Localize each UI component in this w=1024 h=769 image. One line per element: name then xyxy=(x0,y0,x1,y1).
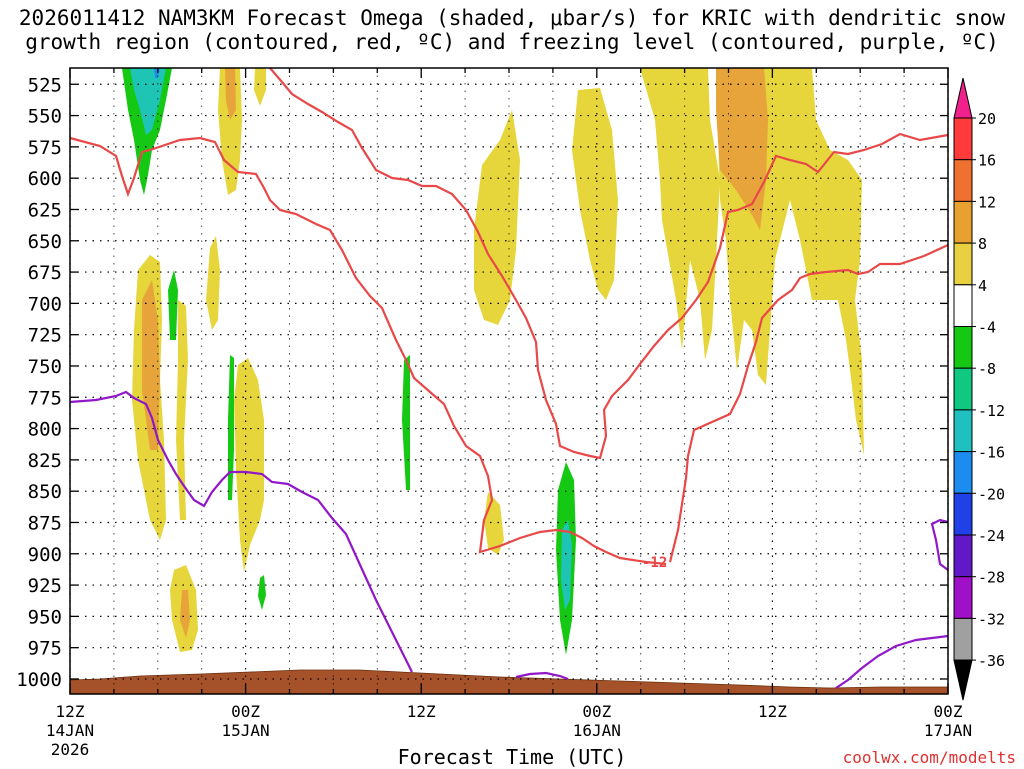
chart-title-line1: 2026011412 NAM3KM Forecast Omega (shaded… xyxy=(18,6,1006,30)
y-tick-label-925: 925 xyxy=(28,575,62,597)
y-tick-label-575: 575 xyxy=(28,137,62,159)
y-tick-label-825: 825 xyxy=(28,450,62,472)
omega-region-1 xyxy=(640,68,720,360)
colorbar-top-arrow xyxy=(953,77,973,119)
colorbar-label-10: -20 xyxy=(978,485,1005,503)
colorbar-label-13: -32 xyxy=(978,610,1005,628)
omega-region-3 xyxy=(716,68,768,230)
colorbar-label-12: -28 xyxy=(978,569,1005,587)
x-axis-label: Forecast Time (UTC) xyxy=(397,745,627,769)
colorbar-swatch-2 xyxy=(953,159,973,202)
colorbar-swatch-5 xyxy=(953,284,973,327)
colorbar-swatch-13 xyxy=(953,617,973,661)
omega-region-21 xyxy=(228,355,234,500)
omega-region-19 xyxy=(154,68,160,78)
omega-region-13 xyxy=(225,68,236,120)
colorbar-label-6: -4 xyxy=(978,319,996,337)
freezing-level-line-3 xyxy=(835,634,949,689)
x-date-label-0: 14JAN xyxy=(46,721,94,740)
contour-label: -12 xyxy=(642,555,667,571)
omega-region-22 xyxy=(258,575,266,610)
colorbar-swatch-8 xyxy=(953,409,973,453)
x-tick-label-48: 12Z xyxy=(758,702,787,721)
y-tick-label-750: 750 xyxy=(28,356,62,378)
y-tick-label-600: 600 xyxy=(28,168,62,190)
omega-region-5 xyxy=(474,110,520,325)
y-tick-label-850: 850 xyxy=(28,481,62,503)
omega-region-9 xyxy=(176,300,188,520)
colorbar-swatch-6 xyxy=(953,326,973,369)
colorbar-bottom-arrow xyxy=(953,659,973,701)
credit-text: coolwx.com/modelts xyxy=(842,748,1016,767)
colorbar: 20 16 12 8 4 -4 -8 -12 -16 -20 -24 -28 -32 -36 xyxy=(953,77,1005,701)
colorbar-label-4: 8 xyxy=(978,235,987,253)
freezing-level-line-2 xyxy=(515,671,569,681)
x-date-label-60: 17JAN xyxy=(924,721,972,740)
y-tick-label-1000: 1000 xyxy=(16,669,62,691)
y-tick-label-550: 550 xyxy=(28,106,62,128)
colorbar-swatch-10 xyxy=(953,492,973,536)
dgz-contour-line-3 xyxy=(668,244,949,563)
colorbar-swatch-12 xyxy=(953,576,973,619)
omega-region-10 xyxy=(206,236,220,330)
y-tick-label-725: 725 xyxy=(28,325,62,347)
axes: 525 550 575 600 625 650 675 700 725 750 775 800 825 8… xyxy=(16,67,972,759)
colorbar-swatch-1 xyxy=(953,117,973,161)
chart-title-line2: growth region (contoured, red, ºC) and f… xyxy=(25,30,999,54)
y-tick-label-900: 900 xyxy=(28,544,62,566)
omega-region-20 xyxy=(168,270,178,340)
omega-region-16 xyxy=(180,590,190,638)
colorbar-swatch-11 xyxy=(953,534,973,578)
x-tick-label-12: 00Z xyxy=(231,702,260,721)
omega-region-23 xyxy=(402,355,410,490)
colorbar-label-8: -12 xyxy=(978,402,1005,420)
colorbar-label-3: 12 xyxy=(978,193,996,211)
colorbar-label-7: -8 xyxy=(978,360,996,378)
x-year-label-0: 2026 xyxy=(51,740,90,759)
omega-region-14 xyxy=(254,68,266,106)
y-tick-label-800: 800 xyxy=(28,419,62,441)
colorbar-swatch-4 xyxy=(953,242,973,286)
colorbar-label-1: 20 xyxy=(978,110,996,128)
contour-layer: -12 xyxy=(69,67,949,689)
colorbar-label-14: -36 xyxy=(978,652,1005,670)
x-tick-label-60: 00Z xyxy=(934,702,963,721)
colorbar-label-5: 4 xyxy=(978,277,987,295)
y-tick-label-875: 875 xyxy=(28,512,62,534)
colorbar-label-11: -24 xyxy=(978,527,1005,545)
omega-shading-layer xyxy=(69,68,949,695)
omega-region-12 xyxy=(218,68,242,195)
y-tick-label-525: 525 xyxy=(28,74,62,96)
colorbar-swatch-7 xyxy=(953,367,973,411)
y-tick-label-950: 950 xyxy=(28,606,62,628)
x-date-label-12: 15JAN xyxy=(222,721,270,740)
x-tick-label-0: 12Z xyxy=(56,702,85,721)
omega-region-4 xyxy=(572,88,618,300)
y-tick-label-700: 700 xyxy=(28,293,62,315)
colorbar-label-2: 16 xyxy=(978,152,996,170)
x-tick-label-36: 00Z xyxy=(582,702,611,721)
dgz-contour-line-1 xyxy=(69,136,667,566)
y-tick-label-775: 775 xyxy=(28,387,62,409)
y-tick-label-675: 675 xyxy=(28,262,62,284)
omega-region-25 xyxy=(561,520,572,610)
colorbar-label-9: -16 xyxy=(978,444,1005,462)
colorbar-swatch-3 xyxy=(953,200,973,244)
omega-region-11 xyxy=(234,358,264,572)
freezing-level-line-4 xyxy=(930,518,949,571)
colorbar-swatch-9 xyxy=(953,451,973,494)
y-tick-label-650: 650 xyxy=(28,231,62,253)
x-date-label-36: 16JAN xyxy=(573,721,621,740)
freezing-level-line-1 xyxy=(69,390,413,673)
x-tick-label-24: 12Z xyxy=(407,702,436,721)
y-tick-label-975: 975 xyxy=(28,638,62,660)
y-tick-label-625: 625 xyxy=(28,199,62,221)
dgz-contour-line-2 xyxy=(269,67,949,460)
